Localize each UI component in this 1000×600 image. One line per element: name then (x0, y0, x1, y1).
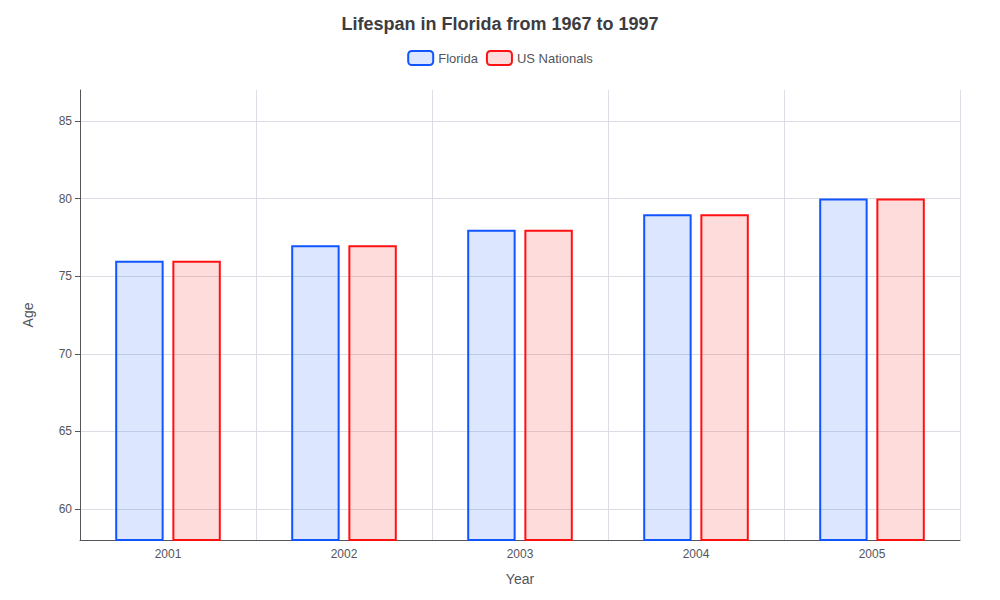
svg-text:Age: Age (20, 302, 36, 327)
svg-text:US Nationals: US Nationals (517, 51, 593, 66)
svg-text:70: 70 (59, 347, 73, 361)
svg-text:80: 80 (59, 192, 73, 206)
svg-text:2004: 2004 (683, 547, 710, 561)
svg-text:85: 85 (59, 114, 73, 128)
svg-text:65: 65 (59, 424, 73, 438)
svg-text:2002: 2002 (331, 547, 358, 561)
svg-text:Year: Year (506, 571, 535, 587)
svg-text:60: 60 (59, 502, 73, 516)
svg-text:75: 75 (59, 269, 73, 283)
svg-text:Lifespan in Florida from 1967: Lifespan in Florida from 1967 to 1997 (341, 14, 658, 34)
svg-text:Florida: Florida (438, 51, 479, 66)
svg-text:2003: 2003 (507, 547, 534, 561)
svg-text:2001: 2001 (155, 547, 182, 561)
svg-text:2005: 2005 (859, 547, 886, 561)
